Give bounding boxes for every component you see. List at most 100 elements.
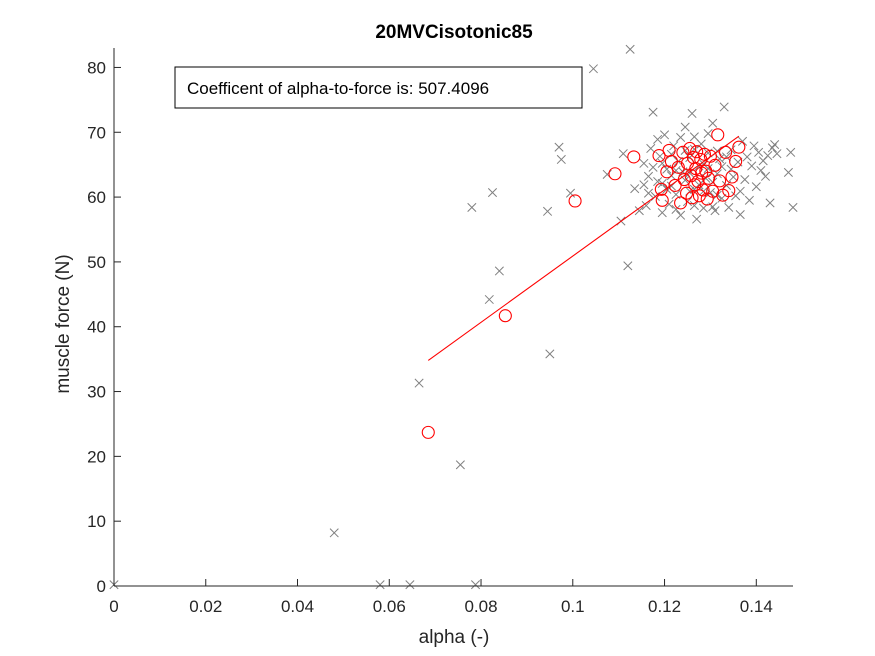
sample-point: [414, 378, 424, 388]
sample-point: [692, 214, 702, 224]
binned-point: [655, 193, 669, 207]
y-tick-label: 40: [87, 318, 106, 337]
x-tick-label: 0.04: [281, 597, 314, 616]
data-marks: [109, 44, 798, 590]
sample-point: [470, 580, 481, 590]
binned-point: [671, 160, 685, 174]
sample-point: [676, 132, 686, 143]
x-tick-label: 0.1: [561, 597, 585, 616]
sample-point: [455, 460, 465, 470]
sample-point: [618, 149, 628, 159]
sample-point: [375, 580, 385, 590]
binned-point: [696, 183, 710, 197]
sample-point: [703, 129, 713, 139]
sample-point: [783, 167, 793, 178]
sample-point: [545, 349, 555, 359]
sample-point: [671, 204, 681, 214]
sample-point: [657, 208, 667, 218]
binned-point: [732, 140, 746, 154]
y-tick-label: 60: [87, 188, 106, 207]
sample-point: [760, 171, 771, 181]
y-tick-label: 70: [87, 123, 106, 142]
sample-point: [405, 580, 415, 590]
binned-point: [652, 149, 666, 163]
sample-point: [494, 266, 504, 276]
sample-point: [634, 206, 644, 216]
sample-point: [756, 165, 766, 176]
binned-point: [690, 145, 704, 159]
sample-point: [659, 130, 670, 140]
sample-point: [653, 134, 663, 144]
sample-point: [719, 102, 729, 112]
sample-point: [565, 188, 576, 198]
sample-point: [763, 151, 773, 161]
binned-point: [627, 150, 641, 164]
annotation-text: Coefficent of alpha-to-force is: 507.409…: [187, 79, 489, 98]
sample-point: [703, 164, 713, 174]
binned-point: [683, 141, 697, 156]
sample-point: [740, 175, 750, 185]
binned-point: [568, 194, 582, 208]
binned-point: [654, 182, 668, 196]
sample-point: [749, 141, 759, 151]
axes: 0 0.02 0.04 0.06 0.08 0.1 0.12 0.14 0 10 20 30 40 50 6…: [87, 48, 793, 616]
sample-point: [653, 176, 663, 187]
binned-point: [725, 170, 739, 184]
sample-point: [329, 528, 339, 538]
sample-point: [542, 206, 553, 216]
sample-point: [655, 151, 665, 161]
sample-point: [735, 210, 745, 220]
sample-point: [788, 202, 798, 213]
sample-point: [747, 161, 757, 171]
y-axis-label: muscle force (N): [53, 254, 74, 393]
sample-point: [744, 195, 754, 205]
x-tick-label: 0.14: [740, 597, 773, 616]
chart-title: 20MVCisotonic85: [375, 22, 533, 43]
sample-point: [588, 64, 598, 74]
sample-point: [770, 140, 780, 150]
sample-point: [556, 154, 566, 165]
annotation-frame: [174, 66, 583, 109]
binned-point: [421, 425, 435, 439]
sample-point: [630, 184, 640, 194]
x-tick-label: 0.08: [464, 597, 497, 616]
binned-point: [668, 178, 682, 192]
x-tick-label: 0: [109, 597, 118, 616]
sample-point: [751, 182, 761, 192]
binned-point: [708, 158, 722, 172]
sample-point: [646, 143, 656, 154]
binned-point: [722, 184, 736, 198]
y-tick-label: 30: [87, 383, 106, 402]
x-tick-label: 0.02: [189, 597, 222, 616]
y-tick-label: 20: [87, 447, 106, 466]
sample-point: [737, 136, 748, 146]
sample-point: [754, 147, 764, 157]
sample-point: [772, 149, 782, 159]
sample-point: [664, 199, 674, 209]
sample-point: [696, 139, 706, 149]
binned-point: [685, 191, 699, 205]
sample-point: [648, 107, 658, 117]
y-tick-label: 80: [87, 58, 106, 77]
sample-point: [728, 172, 738, 182]
sample-point: [786, 147, 796, 157]
sample-point: [724, 202, 734, 213]
sample-point: [666, 149, 676, 159]
sample-point: [554, 142, 564, 152]
y-tick-label: 10: [87, 512, 106, 531]
y-tick-label: 0: [97, 577, 106, 596]
binned-point: [697, 147, 712, 161]
annotation-box: Coefficent of alpha-to-force is: 507.409…: [174, 66, 583, 109]
binned-point: [729, 154, 743, 168]
sample-point: [721, 152, 732, 162]
sample-point: [639, 180, 649, 190]
binned-point: [711, 128, 725, 142]
sample-point: [687, 108, 697, 119]
sample-point: [708, 118, 718, 128]
binned-point: [699, 164, 713, 178]
binned-point: [608, 167, 622, 181]
sample-point: [648, 162, 658, 172]
sample-point: [765, 198, 775, 208]
sample-point: [641, 200, 651, 211]
